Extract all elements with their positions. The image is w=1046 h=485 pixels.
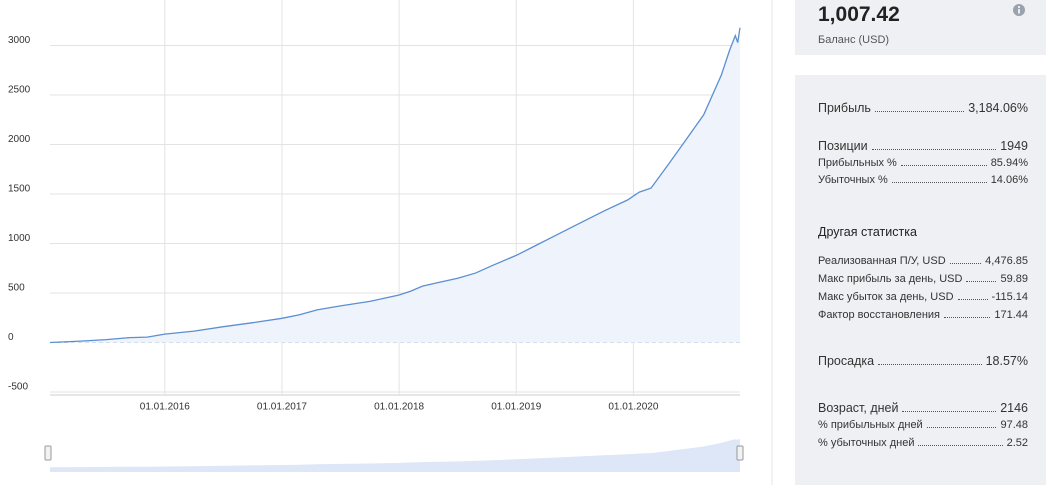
y-tick-label: 1500 bbox=[8, 184, 31, 195]
balance-box: 1,007.42 Баланс (USD) bbox=[795, 0, 1046, 55]
stat-value: -115.14 bbox=[991, 291, 1029, 303]
leader bbox=[902, 411, 997, 412]
stat-row: Макс прибыль за день, USD 59.89 bbox=[818, 273, 1028, 285]
leader bbox=[891, 182, 987, 183]
stat-label: Фактор восстановления bbox=[818, 309, 940, 321]
stat-value: 4,476.85 bbox=[985, 255, 1028, 267]
stat-row: % прибыльных дней 97.48 bbox=[818, 419, 1028, 431]
leader bbox=[944, 317, 991, 318]
stat-row: Макс убыток за день, USD -115.14 bbox=[818, 291, 1028, 303]
y-tick-label: 500 bbox=[8, 283, 25, 294]
stat-label: Прибыльных % bbox=[818, 157, 897, 169]
navigator-handle[interactable] bbox=[44, 445, 52, 461]
balance-value: 1,007.42 bbox=[818, 3, 900, 26]
stat-label: Просадка bbox=[818, 354, 875, 368]
leader bbox=[900, 165, 987, 166]
x-tick-label: 01.01.2019 bbox=[491, 402, 541, 413]
stat-label: Убыточных % bbox=[818, 174, 888, 186]
navigator-handle[interactable] bbox=[736, 445, 744, 461]
chart: -500 0 500 1000 1500 2000 2500 3000 01.01.2016 01… bbox=[8, 0, 773, 485]
x-tick-label: 01.01.2016 bbox=[140, 402, 190, 413]
y-tick-label: 0 bbox=[8, 332, 14, 343]
stats-box: Другая статистка Прибыль 3,184.06% Позиции… bbox=[795, 75, 1046, 485]
area-fill bbox=[50, 27, 740, 343]
y-tick-label: 3000 bbox=[8, 35, 31, 46]
y-tick-label: -500 bbox=[8, 382, 28, 393]
stat-label: % прибыльных дней bbox=[818, 419, 923, 431]
y-tick-label: 1000 bbox=[8, 233, 31, 244]
stat-row: % убыточных дней 2.52 bbox=[818, 437, 1028, 449]
leader bbox=[966, 281, 997, 282]
stat-row: Убыточных % 14.06% bbox=[818, 174, 1028, 186]
leader bbox=[957, 299, 988, 300]
stat-value: 1949 bbox=[1000, 139, 1028, 153]
line bbox=[49, 27, 741, 344]
stat-label: Макс прибыль за день, USD bbox=[818, 273, 963, 285]
stat-row: Прибыль 3,184.06% bbox=[818, 101, 1028, 115]
leader bbox=[878, 364, 982, 365]
stat-label: % убыточных дней bbox=[818, 437, 915, 449]
x-tick-label: 01.01.2017 bbox=[257, 402, 307, 413]
stat-label: Реализованная П/У, USD bbox=[818, 255, 946, 267]
leader bbox=[874, 111, 965, 112]
stat-row: Реализованная П/У, USD 4,476.85 bbox=[818, 255, 1028, 267]
stat-label: Позиции bbox=[818, 139, 868, 153]
stat-value: 2146 bbox=[1000, 401, 1028, 415]
stats-heading: Другая статистка bbox=[818, 225, 917, 239]
stat-row: Фактор восстановления 171.44 bbox=[818, 309, 1028, 321]
leader bbox=[918, 445, 1003, 446]
stat-row: Позиции 1949 bbox=[818, 139, 1028, 153]
stat-row: Прибыльных % 85.94% bbox=[818, 157, 1028, 169]
y-tick-label: 2500 bbox=[8, 85, 31, 96]
stat-label: Макс убыток за день, USD bbox=[818, 291, 954, 303]
stat-value: 59.89 bbox=[1000, 273, 1028, 285]
stat-value: 18.57% bbox=[985, 354, 1028, 368]
leader bbox=[926, 427, 997, 428]
stat-label: Прибыль bbox=[818, 101, 871, 115]
stat-value: 85.94% bbox=[990, 157, 1028, 169]
stat-row: Просадка 18.57% bbox=[818, 354, 1028, 368]
stat-value: 3,184.06% bbox=[968, 101, 1028, 115]
stat-value: 97.48 bbox=[1000, 419, 1028, 431]
stat-value: 14.06% bbox=[990, 174, 1028, 186]
stat-row: Возраст, дней 2146 bbox=[818, 401, 1028, 415]
info-icon[interactable] bbox=[1012, 3, 1026, 17]
stat-value: 171.44 bbox=[994, 309, 1028, 321]
x-tick-label: 01.01.2020 bbox=[608, 402, 658, 413]
y-tick-label: 2000 bbox=[8, 134, 31, 145]
stat-label: Возраст, дней bbox=[818, 401, 899, 415]
x-tick-label: 01.01.2018 bbox=[374, 402, 424, 413]
leader bbox=[871, 149, 997, 150]
stat-value: 2.52 bbox=[1006, 437, 1028, 449]
navigator bbox=[50, 438, 740, 472]
leader bbox=[949, 263, 982, 264]
navigator-area bbox=[50, 438, 740, 472]
balance-label: Баланс (USD) bbox=[818, 34, 890, 46]
